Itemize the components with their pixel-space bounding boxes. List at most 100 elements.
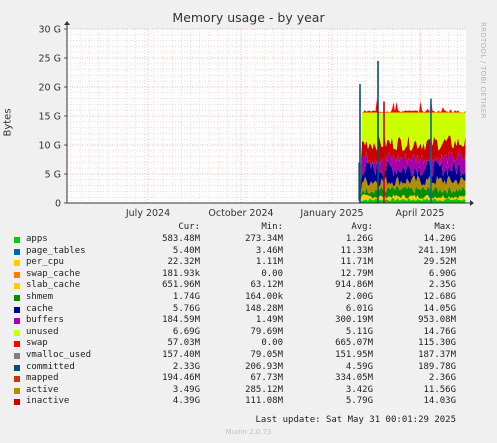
legend-avg-value: 5.11G [345,326,373,337]
legend-header-avg: Avg: [351,222,373,232]
x-tick-label: April 2025 [396,208,445,219]
legend-max-value: 14.20G [423,234,456,244]
legend-name: page_tables [26,245,86,256]
legend-name: committed [26,361,75,372]
legend-swatch [14,306,20,313]
legend-swatch [14,399,20,406]
legend-min-value: 79.05M [250,350,283,360]
legend-row-unused: unused 6.69G 79.69M 5.11G 14.76G [0,327,497,339]
legend-avg-value: 11.33M [340,245,373,256]
legend-min-value: 273.34M [245,234,283,244]
legend-max-value: 189.78G [418,361,456,372]
legend-name: per_cpu [26,257,64,268]
y-tick-label: 30 G [39,25,61,36]
legend-cur-value: 22.32M [167,257,200,268]
legend-min-value: 1.49M [255,315,283,326]
legend-max-value: 187.37M [418,350,456,360]
area-layer-2 [359,185,466,201]
legend-row-shmem: shmem 1.74G 164.00k 2.00G 12.68G [0,292,497,304]
legend-swatch [14,248,20,255]
legend-cur-value: 57.03M [167,338,200,349]
legend-swatch [14,376,20,383]
legend-cur-value: 2.33G [172,361,200,372]
legend-max-value: 14.03G [423,396,456,407]
legend-cur-value: 157.40M [162,350,200,360]
axes [64,21,474,206]
legend-max-value: 29.52M [423,257,456,268]
legend-swatch [14,353,20,359]
legend-min-value: 206.93M [245,361,283,372]
legend-min-value: 164.00k [245,292,283,302]
legend-avg-value: 5.79G [345,396,373,407]
legend-name: buffers [26,315,64,326]
legend-cur-value: 4.39G [172,396,200,407]
legend-min-value: 0.00 [261,338,283,349]
legend-max-value: 115.30G [418,338,456,349]
legend-avg-value: 6.01G [345,303,373,314]
legend-max-value: 14.05G [423,303,456,314]
legend-avg-value: 2.00G [345,292,373,302]
legend-cur-value: 651.96M [162,280,200,291]
legend-swatch [14,283,20,290]
legend-name: apps [26,234,48,244]
x-tick-label: October 2024 [208,208,273,219]
area-layer-7 [359,112,466,192]
legend-swatch [14,341,20,348]
legend-max-value: 6.90G [428,268,456,279]
legend-row-cache: cache 5.76G 148.28M 6.01G 14.05G [0,304,497,316]
legend-cur-value: 184.59M [162,315,200,326]
legend-max-value: 2.36G [428,373,456,384]
legend-cur-value: 194.46M [162,373,200,384]
y-tick-label: 5 G [45,170,61,181]
legend-name: slab_cache [26,280,81,291]
x-tick-label: January 2025 [299,208,363,219]
legend-name: shmem [26,292,54,302]
legend-max-value: 14.76G [423,326,456,337]
legend-min-value: 285.12M [245,384,283,395]
legend-cur-value: 6.69G [172,326,200,337]
area-layer-3 [359,175,466,196]
legend-avg-value: 151.95M [335,350,373,360]
y-tick-label: 0 [55,199,61,210]
legend-min-value: 79.69M [250,326,283,337]
legend-name: cache [26,303,54,314]
legend-avg-value: 3.42G [345,384,373,395]
legend-name: unused [26,326,59,337]
x-axis-arrow [470,200,474,206]
legend-name: mapped [26,373,59,384]
legend-avg-value: 914.86M [335,280,373,291]
legend-row-swap-cache: swap_cache 181.93k 0.00 12.79M 6.90G [0,269,497,281]
y-tick-label: 15 G [39,112,61,123]
legend-name: active [26,384,59,395]
legend-name: swap [26,338,48,349]
legend-cur-value: 5.76G [172,303,200,314]
legend-row-buffers: buffers 184.59M 1.49M 300.19M 953.08M [0,315,497,327]
x-tick-label: July 2024 [125,208,170,219]
legend-avg-value: 334.05M [335,373,373,384]
legend-avg-value: 12.79M [340,268,373,279]
chart-title: Memory usage - by year [172,10,325,25]
munin-version: Munin 2.0.73 [225,428,272,436]
legend-cur-value: 3.49G [172,384,200,395]
legend-row-swap: swap 57.03M 0.00 665.07M 115.30G [0,338,497,350]
legend-header-cur: Cur: [178,222,200,232]
legend-name: vmalloc_used [26,350,92,360]
legend-swatch [14,318,20,325]
legend-swatch [14,295,20,301]
area-layer-5 [359,151,466,187]
legend-min-value: 148.28M [245,303,283,314]
y-axis-arrow [64,21,70,25]
legend-row-inactive: inactive 4.39G 111.08M 5.79G 14.03G [0,396,497,408]
last-update: Last update: Sat May 31 00:01:29 2025 [255,415,456,425]
legend-row-vmalloc-used: vmalloc_used 157.40M 79.05M 151.95M 187.37M [0,350,497,362]
legend-min-value: 1.11M [255,257,283,268]
legend-max-value: 2.35G [428,280,456,291]
chart-svg: 0 5 G 10 G 15 G 20 G 25 G 30 G July 2024 Octobe… [39,21,474,219]
legend-avg-value: 11.71M [340,257,373,268]
legend-row-per-cpu: per_cpu 22.32M 1.11M 11.71M 29.52M [0,257,497,269]
area-layer-4 [359,159,466,194]
legend-min-value: 67.73M [250,373,283,384]
legend-header-min: Min: [261,222,283,232]
legend-cur-value: 181.93k [162,268,200,279]
area-layer-1 [359,194,466,202]
